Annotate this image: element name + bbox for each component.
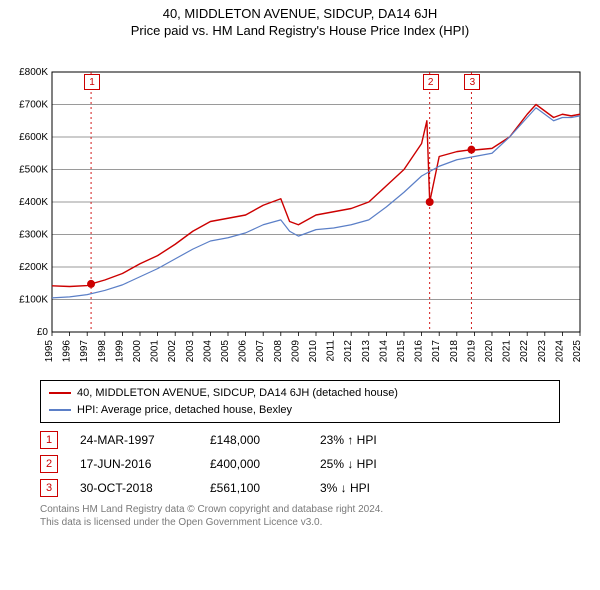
sale-marker-badge: 3: [464, 74, 480, 90]
event-hpi: 23% ↑ HPI: [320, 433, 377, 447]
svg-text:1998: 1998: [97, 340, 108, 363]
legend-swatch: [49, 409, 71, 411]
event-row: 2 17-JUN-2016£400,00025% ↓ HPI: [40, 455, 560, 473]
svg-text:£300K: £300K: [19, 230, 48, 241]
event-row: 1 24-MAR-1997£148,00023% ↑ HPI: [40, 431, 560, 449]
event-badge: 1: [40, 431, 58, 449]
svg-text:2020: 2020: [484, 340, 495, 363]
svg-text:1995: 1995: [44, 340, 55, 363]
svg-text:2004: 2004: [202, 340, 213, 363]
svg-text:2006: 2006: [238, 340, 249, 363]
svg-text:1996: 1996: [62, 340, 73, 363]
chart-svg: £0 £100K £200K £300K £400K £500K £600K £700K £80…: [10, 44, 590, 374]
svg-text:2005: 2005: [220, 340, 231, 363]
event-date: 30-OCT-2018: [80, 481, 210, 495]
svg-text:£100K: £100K: [19, 295, 48, 306]
svg-text:2001: 2001: [150, 340, 161, 363]
svg-text:2021: 2021: [502, 340, 513, 363]
event-badge: 3: [40, 479, 58, 497]
event-price: £400,000: [210, 457, 320, 471]
svg-text:2000: 2000: [132, 340, 143, 363]
footer-line2: This data is licensed under the Open Gov…: [40, 516, 560, 529]
svg-text:2022: 2022: [519, 340, 530, 363]
svg-text:2015: 2015: [396, 340, 407, 363]
svg-text:£800K: £800K: [19, 67, 48, 78]
svg-text:1997: 1997: [79, 340, 90, 363]
svg-text:2012: 2012: [343, 340, 354, 363]
legend-swatch: [49, 392, 71, 394]
svg-text:2023: 2023: [537, 340, 548, 363]
svg-text:2007: 2007: [255, 340, 266, 363]
chart: £0 £100K £200K £300K £400K £500K £600K £700K £80…: [10, 44, 590, 374]
event-date: 24-MAR-1997: [80, 433, 210, 447]
svg-text:2014: 2014: [378, 340, 389, 363]
svg-text:£400K: £400K: [19, 197, 48, 208]
svg-text:2008: 2008: [273, 340, 284, 363]
svg-text:2002: 2002: [167, 340, 178, 363]
sale-marker-badge: 2: [423, 74, 439, 90]
title-line1: 40, MIDDLETON AVENUE, SIDCUP, DA14 6JH: [0, 6, 600, 21]
event-price: £148,000: [210, 433, 320, 447]
svg-text:2019: 2019: [466, 340, 477, 363]
legend-row: 40, MIDDLETON AVENUE, SIDCUP, DA14 6JH (…: [49, 385, 551, 402]
svg-text:2009: 2009: [290, 340, 301, 363]
event-badge: 2: [40, 455, 58, 473]
svg-text:£200K: £200K: [19, 262, 48, 273]
svg-text:£0: £0: [37, 327, 49, 338]
event-price: £561,100: [210, 481, 320, 495]
event-row: 3 30-OCT-2018£561,1003% ↓ HPI: [40, 479, 560, 497]
event-hpi: 25% ↓ HPI: [320, 457, 377, 471]
svg-text:1999: 1999: [114, 340, 125, 363]
sale-marker-badge: 1: [84, 74, 100, 90]
svg-text:2013: 2013: [361, 340, 372, 363]
title-line2: Price paid vs. HM Land Registry's House …: [0, 23, 600, 38]
legend-row: HPI: Average price, detached house, Bexl…: [49, 402, 551, 419]
svg-text:£700K: £700K: [19, 100, 48, 111]
events-table: 1 24-MAR-1997£148,00023% ↑ HPI 2 17-JUN-201…: [40, 431, 560, 497]
svg-text:£500K: £500K: [19, 165, 48, 176]
svg-text:2017: 2017: [431, 340, 442, 363]
title-block: 40, MIDDLETON AVENUE, SIDCUP, DA14 6JH P…: [0, 0, 600, 38]
svg-text:2011: 2011: [326, 340, 337, 362]
event-hpi: 3% ↓ HPI: [320, 481, 370, 495]
svg-text:2025: 2025: [572, 340, 583, 363]
svg-text:2018: 2018: [449, 340, 460, 363]
legend: 40, MIDDLETON AVENUE, SIDCUP, DA14 6JH (…: [40, 380, 560, 423]
event-date: 17-JUN-2016: [80, 457, 210, 471]
footer: Contains HM Land Registry data © Crown c…: [40, 503, 560, 529]
svg-text:2024: 2024: [554, 340, 565, 363]
footer-line1: Contains HM Land Registry data © Crown c…: [40, 503, 560, 516]
svg-text:£600K: £600K: [19, 132, 48, 143]
svg-text:2003: 2003: [185, 340, 196, 363]
svg-text:2016: 2016: [414, 340, 425, 363]
legend-label: 40, MIDDLETON AVENUE, SIDCUP, DA14 6JH (…: [77, 385, 398, 402]
legend-label: HPI: Average price, detached house, Bexl…: [77, 402, 292, 419]
svg-text:2010: 2010: [308, 340, 319, 363]
